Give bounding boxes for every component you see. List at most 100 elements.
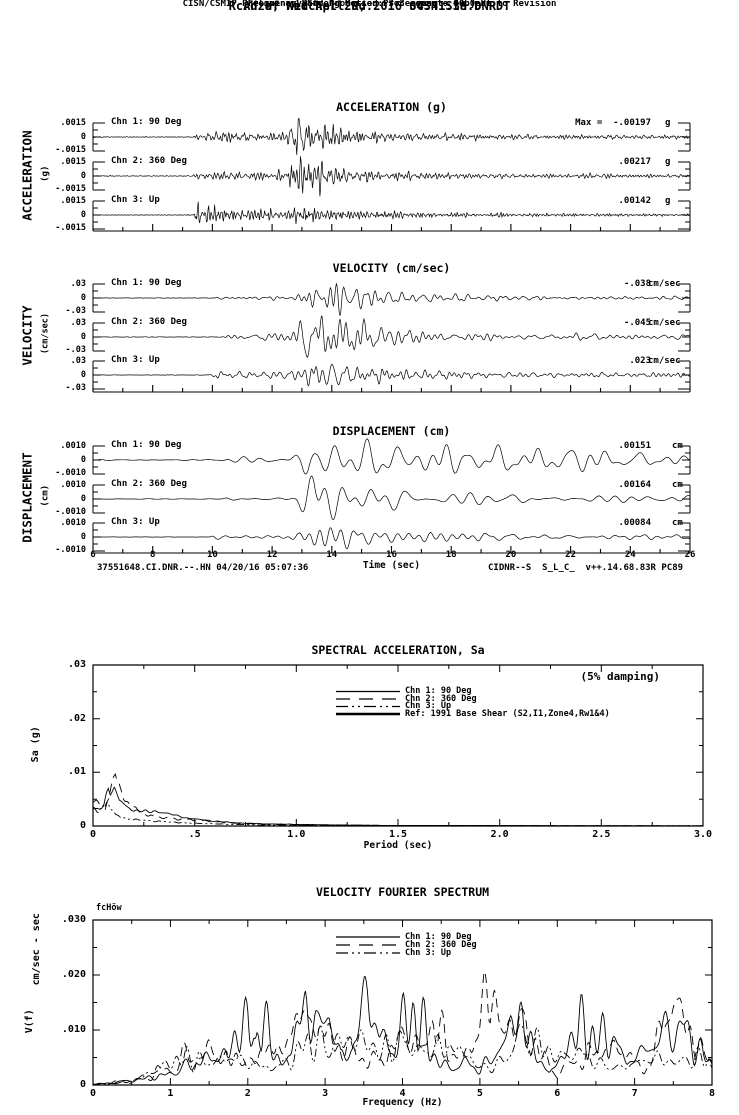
y-tick-label: 0 bbox=[79, 1079, 86, 1090]
fourier-x-axis-label: Frequency (Hz) bbox=[362, 1097, 443, 1108]
displacement-waveform-trace-ch1 bbox=[92, 438, 691, 475]
fourier-legend-entry-ch2: Chn 2: 360 Deg bbox=[405, 940, 477, 950]
velocity_fourier_spectrum-spectrum-curve-ch2 bbox=[92, 970, 713, 1085]
velocity_fourier_spectrum-spectrum-curve-ch3 bbox=[92, 1023, 713, 1086]
scale-tick-label: .0015 bbox=[60, 196, 86, 206]
scale-tick-label: -.0015 bbox=[55, 223, 86, 233]
scale-tick-label: -.0010 bbox=[55, 507, 86, 517]
x-tick-label: 8 bbox=[708, 1088, 716, 1099]
displacement-time-axis bbox=[92, 546, 691, 554]
acceleration-waveform-trace-ch2 bbox=[92, 156, 691, 197]
sa-legend-entry-ref: Ref: 1991 Base Shear (S2,I1,Zone4,Rw1&4) bbox=[405, 708, 610, 719]
time-axis-label: Time (sec) bbox=[362, 560, 421, 571]
x-tick-label: 1.0 bbox=[287, 829, 306, 840]
time-tick-label: 14 bbox=[326, 550, 338, 560]
fourier-corner-annotation: fcHöw bbox=[96, 903, 122, 913]
x-tick-label: 2.0 bbox=[490, 829, 509, 840]
peak-unit-label: cm bbox=[672, 480, 683, 490]
peak-unit-label: g bbox=[665, 157, 671, 167]
scale-tick-label: .0010 bbox=[60, 441, 86, 451]
displacement-panel-title: DISPLACEMENT (cm) bbox=[332, 424, 451, 438]
spectral_acceleration-spectrum-curve-ch2 bbox=[92, 773, 703, 827]
x-tick-label: 2.5 bbox=[592, 829, 611, 840]
acceleration-time-axis bbox=[92, 224, 691, 232]
x-tick-label: .5 bbox=[188, 829, 201, 840]
time-tick-label: 20 bbox=[505, 550, 517, 560]
x-tick-label: 4 bbox=[399, 1088, 406, 1099]
y-tick-label: .03 bbox=[67, 659, 86, 670]
velocity_fourier_spectrum-axis-ticks bbox=[92, 919, 713, 1086]
channel-label: Chn 2: 360 Deg bbox=[111, 156, 187, 166]
displacement-waveform-trace-ch2 bbox=[93, 475, 691, 521]
peak-unit-label: cm/sec bbox=[648, 356, 681, 366]
scale-tick-label: .0015 bbox=[60, 118, 86, 128]
spectral_acceleration-spectrum-curve-ch3 bbox=[92, 800, 703, 827]
y-tick-label: .030 bbox=[61, 914, 86, 925]
x-tick-label: 5 bbox=[476, 1088, 483, 1099]
displacement-scale-bracket-right bbox=[678, 484, 691, 514]
acceleration-waveform-trace-ch1 bbox=[92, 118, 691, 155]
peak-value-label: -.045 bbox=[623, 318, 651, 328]
channel-label: Chn 1: 90 Deg bbox=[111, 278, 182, 288]
scale-tick-label: -.03 bbox=[65, 306, 86, 316]
acceleration-scale-bracket-right bbox=[678, 161, 691, 191]
time-tick-label: 16 bbox=[386, 550, 397, 560]
channel-label: Chn 2: 360 Deg bbox=[111, 317, 187, 327]
scale-tick-label: 0 bbox=[80, 293, 86, 303]
header-station-line: Anza, Mitchell Rd. SCSN Sta DNR bbox=[243, 0, 496, 13]
peak-value-label: -.038 bbox=[623, 279, 651, 289]
peak-value-label: Max = -.00197 bbox=[575, 118, 651, 128]
spectral_acceleration-axis-ticks bbox=[92, 664, 704, 827]
acceleration-panel-title: ACCELERATION (g) bbox=[336, 100, 447, 114]
peak-unit-label: cm bbox=[672, 518, 683, 528]
scale-tick-label: 0 bbox=[80, 332, 86, 342]
time-tick-label: 18 bbox=[445, 550, 457, 560]
scale-tick-label: .0010 bbox=[60, 480, 86, 490]
channel-label: Chn 3: Up bbox=[111, 517, 160, 527]
scale-tick-label: 0 bbox=[80, 132, 86, 142]
scale-tick-label: -.0015 bbox=[55, 184, 86, 194]
channel-label: Chn 3: Up bbox=[111, 355, 160, 365]
y-tick-label: .01 bbox=[67, 766, 86, 778]
scale-tick-label: .03 bbox=[70, 356, 86, 366]
scale-tick-label: -.03 bbox=[65, 345, 86, 355]
scale-tick-label: -.0010 bbox=[55, 468, 86, 478]
displacement-waveform-trace-ch3 bbox=[93, 527, 691, 550]
acceleration-scale-bracket-right bbox=[678, 200, 691, 230]
record-id-text: 37551648.CI.DNR.--.HN 04/20/16 05:07:36 bbox=[97, 563, 309, 573]
y-tick-label: .010 bbox=[61, 1024, 86, 1035]
scale-tick-label: 0 bbox=[80, 210, 86, 220]
scale-tick-label: .0010 bbox=[60, 518, 86, 528]
fourier-legend-entry-ch3: Chn 3: Up bbox=[405, 948, 452, 958]
time-tick-label: 10 bbox=[206, 550, 218, 560]
velocity_fourier_spectrum-frame bbox=[92, 919, 713, 1086]
y-tick-label: .020 bbox=[61, 969, 86, 980]
peak-value-label: .00151 bbox=[618, 441, 651, 451]
x-tick-label: 1.5 bbox=[388, 829, 408, 840]
time-tick-label: 12 bbox=[266, 550, 278, 560]
scale-tick-label: -.03 bbox=[65, 383, 86, 393]
header-processing-line: CISN/CSMIP Preliminary Strong Motion Pro… bbox=[182, 0, 557, 9]
header-band-line: Frequency Band Processed: 3.3 secs to 40… bbox=[247, 0, 492, 9]
peak-value-label: .00217 bbox=[618, 157, 651, 167]
sa-legend-entry-ch1: Chn 1: 90 Deg bbox=[405, 686, 472, 696]
channel-label: Chn 3: Up bbox=[111, 195, 160, 205]
scale-tick-label: 0 bbox=[80, 494, 86, 504]
velocity_fourier_spectrum-spectrum-curve-ch1 bbox=[92, 976, 713, 1086]
spectral_acceleration-frame bbox=[92, 664, 704, 827]
x-tick-label: 7 bbox=[631, 1088, 638, 1099]
time-tick-label: 26 bbox=[684, 550, 696, 560]
sa-legend-entry-ch3: Chn 3: Up bbox=[405, 701, 452, 711]
scale-tick-label: 0 bbox=[80, 532, 86, 542]
displacement-scale-bracket-right bbox=[678, 445, 691, 475]
peak-unit-label: cm/sec bbox=[648, 279, 681, 289]
acceleration-waveform-trace-ch3 bbox=[93, 201, 691, 225]
velocity-scale-bracket-right bbox=[678, 283, 691, 313]
scale-tick-label: 0 bbox=[80, 171, 86, 181]
y-tick-label: 0 bbox=[79, 820, 86, 831]
scale-tick-label: 0 bbox=[80, 455, 86, 465]
peak-unit-label: cm/sec bbox=[648, 318, 681, 328]
peak-value-label: .00164 bbox=[618, 480, 651, 490]
x-tick-label: 2 bbox=[244, 1088, 251, 1099]
